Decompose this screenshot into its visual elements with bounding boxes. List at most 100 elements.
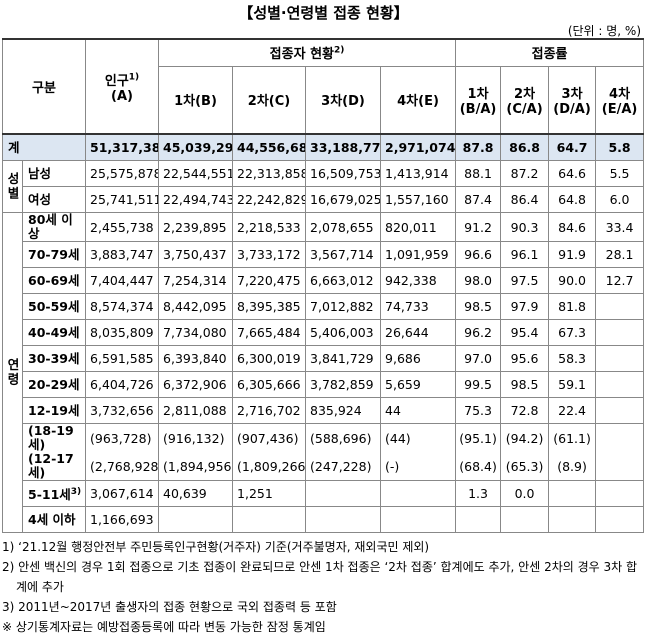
cell: 9,686 [380,345,457,372]
cell: 25,741,511 [85,186,160,213]
cell: (916,132) [158,423,234,452]
cell: 12.7 [595,267,645,294]
cell: 22,242,829 [232,186,307,213]
cell: 26,644 [380,319,457,346]
cell: 6,663,012 [305,267,382,294]
row-label: (12-17세) [21,452,87,481]
header-text: (B/A) [459,101,497,117]
cell [380,506,457,533]
cell: 6,404,726 [85,371,160,398]
footnote: ※ 상기통계자료는 예방접종등록에 따라 변동 가능한 잠정 통계임 [2,620,326,634]
cell: 7,254,314 [158,267,234,294]
header-text: 3차 [561,86,583,102]
cell: 820,011 [380,212,457,242]
cell: (61.1) [548,423,597,452]
cell [500,506,550,533]
cell: 3,567,714 [305,241,382,268]
cell: 3,841,729 [305,345,382,372]
cell [548,506,597,533]
cell [595,371,645,398]
cell: 2,239,895 [158,212,234,242]
cell: 3,732,656 [85,397,160,424]
cell: 6,300,019 [232,345,307,372]
header-cell: 4차 (E/A) [595,65,645,135]
cell: 1.3 [455,480,502,507]
row-label: 40-49세 [21,319,87,346]
header-cell: 4차(E) [380,65,457,135]
row: 여성 25,741,511 22,494,743 22,242,829 16,679,0… [3,186,645,213]
cell: 22,494,743 [158,186,234,213]
cell: 33.4 [595,212,645,242]
cell: 64.6 [548,160,597,187]
note-mark: 3) [70,486,82,497]
row-label: 12-19세 [21,397,87,424]
cell: 2,811,088 [158,397,234,424]
cell: 8,442,095 [158,293,234,320]
cell: (65.3) [500,452,550,481]
cell [158,506,234,533]
cell: (8.9) [548,452,597,481]
cell: 86.4 [500,186,550,213]
cell: 96.1 [500,241,550,268]
row-label: 80세 이상 [21,212,87,242]
cell [595,452,645,481]
cell: 74,733 [380,293,457,320]
cell: 5.8 [595,133,645,161]
cell: 96.2 [455,319,502,346]
note-mark: 2) [334,45,345,56]
row-label: (18-19세) [21,423,87,452]
cell: 6.0 [595,186,645,213]
cell: 87.8 [455,133,502,161]
header-cell: 구분 [1,38,87,135]
row-label: 5-11세3) [21,480,87,507]
cell: 6,372,906 [158,371,234,398]
footnote: 1) ‘21.12월 행정안전부 주민등록인구현황(거주자) 기준(거주불명자,… [2,540,430,554]
cell [595,506,645,533]
header-cell: 2차 (C/A) [500,65,550,135]
cell: (1,809,266) [232,452,307,481]
cell: (963,728) [85,423,160,452]
cell: 5,406,003 [305,319,382,346]
cell [455,506,502,533]
cell: 2,716,702 [232,397,307,424]
header-text: 1차 [467,86,489,102]
header-cell: 2차(C) [232,65,307,135]
row-label: 20-29세 [21,371,87,398]
cell: 75.3 [455,397,502,424]
cell: 2,218,533 [232,212,307,242]
row-label: 4세 이하 [21,506,87,533]
row: 성별 남성 25,575,878 22,544,551 22,313,858 16,509… [2,160,645,213]
cell: 2,078,655 [305,212,382,242]
row: 5-11세3) 3,067,614 40,639 1,251 1.3 0.0 [3,480,645,507]
cell [305,480,382,507]
cell [548,480,597,507]
cell: 67.3 [548,319,597,346]
cell: 72.8 [500,397,550,424]
cell: (44) [380,423,457,452]
cell: 3,782,859 [305,371,382,398]
cell: 7,012,882 [305,293,382,320]
cell: 6,591,585 [85,345,160,372]
cell: (1,894,956) [158,452,234,481]
cell: 90.0 [548,267,597,294]
cell: 1,166,693 [85,506,160,533]
header-cell: 1차 (B/A) [455,65,502,135]
header-cell: 접종률 [455,38,645,67]
row-label: 60-69세 [21,267,87,294]
cell: 44,556,687 [232,133,307,161]
cell [595,397,645,424]
header-cell: 3차(D) [305,65,382,135]
cell: 58.3 [548,345,597,372]
header-text: (D/A) [553,101,591,117]
cell: (94.2) [500,423,550,452]
cell: 1,091,959 [380,241,457,268]
cell: 88.1 [455,160,502,187]
cell: 33,188,778 [305,133,382,161]
cell: 87.2 [500,160,550,187]
title: 【성별·연령별 접종 현황】 [238,4,409,22]
header-text: (A) [111,88,133,104]
group-label: 성별 [2,160,23,213]
cell: 22,313,858 [232,160,307,187]
header-text: (E/A) [601,101,638,117]
cell: 44 [380,397,457,424]
